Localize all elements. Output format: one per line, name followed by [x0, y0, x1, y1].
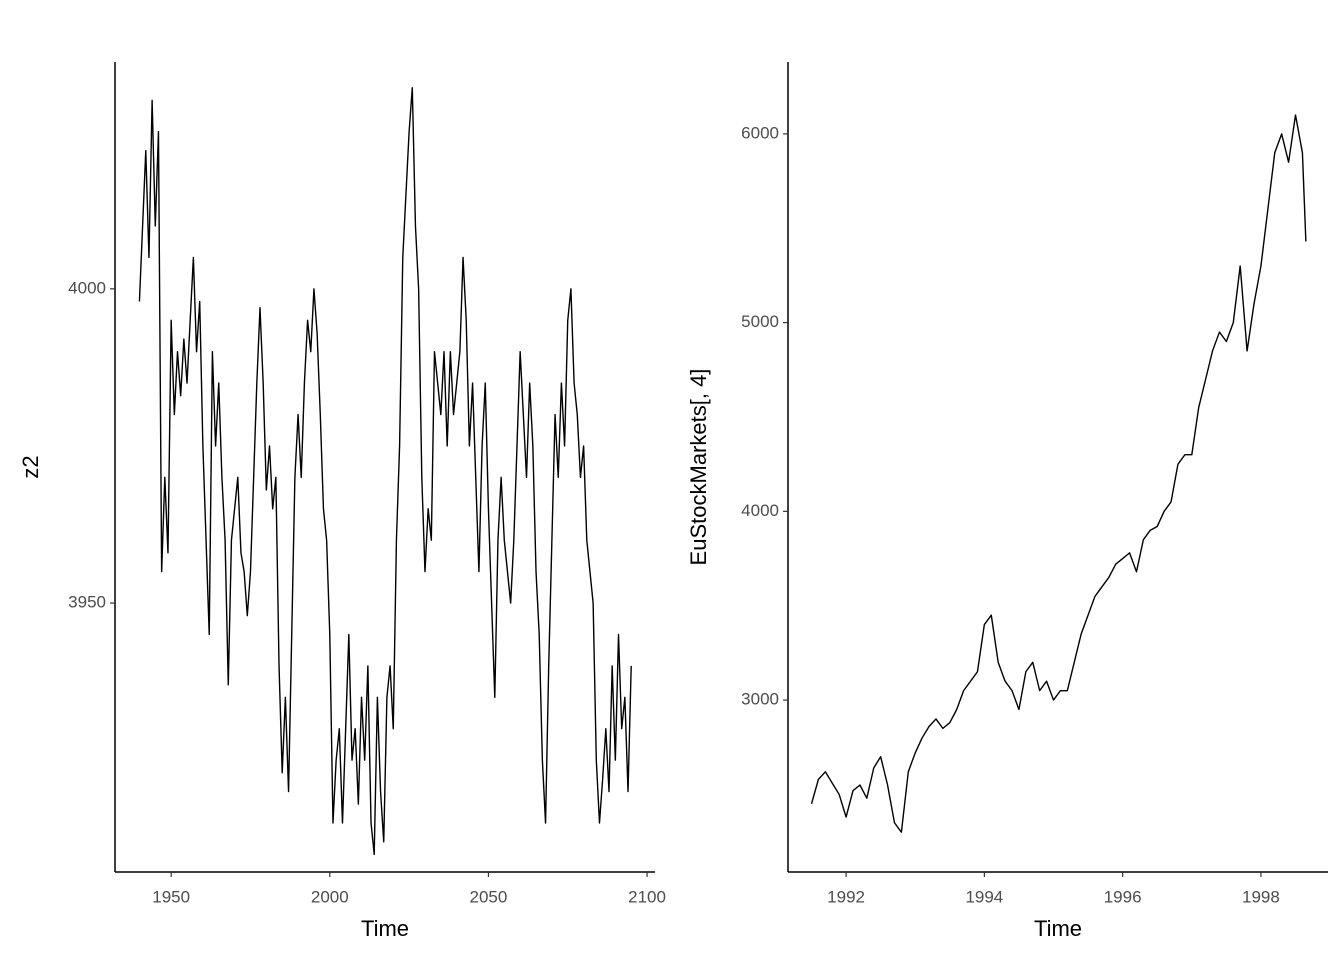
x-tick-label: 2000: [311, 887, 349, 906]
data-line: [138, 87, 632, 856]
y-tick-label: 5000: [741, 312, 779, 331]
x-tick-label: 1996: [1104, 887, 1142, 906]
x-tick-label: 1950: [152, 887, 190, 906]
y-tick-label: 3000: [741, 690, 779, 709]
x-tick-label: 1992: [827, 887, 865, 906]
x-tick-label: 2100: [628, 887, 666, 906]
y-axis-title: EuStockMarkets[, 4]: [686, 369, 711, 566]
data-line: [810, 114, 1307, 833]
x-axis-title: Time: [1034, 916, 1082, 941]
y-tick-label: 4000: [741, 501, 779, 520]
y-tick-label: 6000: [741, 123, 779, 142]
x-tick-label: 1998: [1242, 887, 1280, 906]
x-tick-label: 2050: [470, 887, 508, 906]
x-axis-title: Time: [361, 916, 409, 941]
x-tick-label: 1994: [965, 887, 1003, 906]
y-axis-title: z2: [18, 455, 43, 478]
y-tick-label: 4000: [68, 278, 106, 297]
y-tick-label: 3950: [68, 593, 106, 612]
